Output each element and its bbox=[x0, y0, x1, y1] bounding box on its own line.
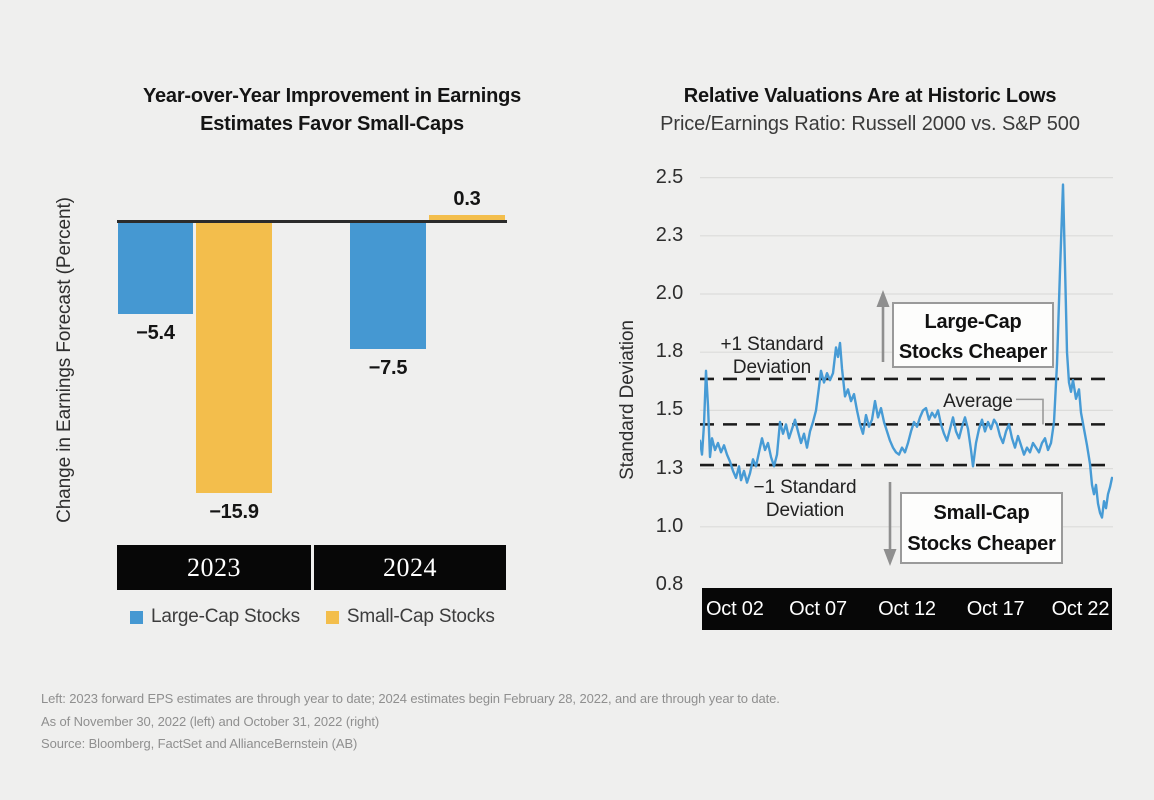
x-tick-oct-22: Oct 22 bbox=[1051, 598, 1110, 620]
y-tick-1.5: 1.5 bbox=[655, 398, 683, 421]
y-tick-2.5: 2.5 bbox=[655, 165, 683, 188]
y-tick-1.3: 1.3 bbox=[655, 456, 683, 479]
bar-value-label: −15.9 bbox=[209, 500, 259, 523]
bar-chart-title-line2: Estimates Favor Small-Caps bbox=[200, 113, 464, 135]
legend: Large-Cap Stocks Small-Cap Stocks bbox=[130, 606, 495, 628]
minus1-stddev-label: −1 Standard Deviation bbox=[725, 476, 885, 522]
x-tick-oct-12: Oct 12 bbox=[878, 598, 936, 620]
x-axis-label-box: Oct 02 Oct 07 Oct 12 Oct 17 Oct 22 bbox=[702, 588, 1112, 630]
legend-label-large-cap: Large-Cap Stocks bbox=[151, 606, 300, 627]
small-cap-callout-line2: Stocks Cheaper bbox=[907, 533, 1056, 555]
line-plot-area bbox=[700, 176, 1113, 566]
zero-baseline bbox=[117, 220, 507, 223]
y-tick-2.0: 2.0 bbox=[655, 282, 683, 304]
y-tick-2.3: 2.3 bbox=[655, 223, 683, 246]
large-cap-callout-line1: Large-Cap bbox=[924, 311, 1022, 333]
bar-value-label: −7.5 bbox=[368, 357, 408, 380]
footnote-source: Source: Bloomberg, FactSet and AllianceB… bbox=[41, 736, 358, 751]
plus1-stddev-line2: Deviation bbox=[732, 357, 812, 378]
down-arrow-head-icon bbox=[883, 549, 897, 566]
minus1-stddev-line2: Deviation bbox=[765, 500, 845, 521]
y-tick-1.8: 1.8 bbox=[655, 340, 683, 363]
legend-item-small-cap: Small-Cap Stocks bbox=[325, 606, 495, 628]
footnote-methodology: Left: 2023 forward EPS estimates are thr… bbox=[41, 691, 780, 706]
small-cap-callout-line1: Small-Cap bbox=[933, 502, 1030, 524]
legend-item-large-cap: Large-Cap Stocks bbox=[130, 606, 300, 628]
bar-value-label: −5.4 bbox=[136, 321, 175, 344]
legend-label-small-cap: Small-Cap Stocks bbox=[346, 606, 495, 627]
average-label: Average bbox=[943, 391, 1013, 412]
bar-chart-y-axis-label: Change in Earnings Forecast (Percent) bbox=[54, 197, 75, 523]
category-label-2023: 2023 bbox=[117, 545, 311, 590]
up-arrow-head-icon bbox=[876, 290, 890, 307]
plus1-stddev-line1: +1 Standard bbox=[720, 334, 824, 355]
y-tick-0.8: 0.8 bbox=[655, 573, 683, 595]
large-cap-cheaper-callout: Large-Cap Stocks Cheaper bbox=[892, 302, 1054, 368]
line-chart-title-text: Relative Valuations Are at Historic Lows bbox=[683, 85, 1057, 107]
minus1-stddev-line1: −1 Standard bbox=[753, 477, 857, 498]
x-tick-oct-17: Oct 17 bbox=[966, 598, 1025, 620]
bar-2023-large-cap-stocks bbox=[118, 221, 193, 314]
x-tick-oct-02: Oct 02 bbox=[705, 598, 764, 620]
footnote-as-of-date: As of November 30, 2022 (left) and Octob… bbox=[41, 714, 380, 729]
bar-2024-large-cap-stocks bbox=[350, 221, 426, 350]
large-cap-callout-line2: Stocks Cheaper bbox=[898, 341, 1048, 363]
bar-value-label: 0.3 bbox=[453, 188, 481, 210]
small-cap-cheaper-callout: Small-Cap Stocks Cheaper bbox=[900, 492, 1063, 564]
bar-chart-title-line1: Year-over-Year Improvement in Earnings bbox=[142, 85, 522, 107]
line-chart-title: Relative Valuations Are at Historic Lows… bbox=[650, 82, 1090, 138]
bar-2023-small-cap-stocks bbox=[196, 221, 272, 493]
legend-swatch-blue bbox=[130, 610, 143, 624]
plus1-stddev-label: +1 Standard Deviation bbox=[690, 333, 854, 379]
line-chart-subtitle: Price/Earnings Ratio: Russell 2000 vs. S… bbox=[660, 113, 1080, 135]
y-tick-1.0: 1.0 bbox=[655, 514, 683, 537]
bar-chart-title: Year-over-Year Improvement in Earnings E… bbox=[112, 82, 552, 138]
legend-swatch-yellow bbox=[325, 610, 339, 624]
average-connector-line bbox=[1016, 398, 1044, 425]
x-tick-oct-07: Oct 07 bbox=[789, 598, 847, 620]
pe-ratio-series-line bbox=[700, 183, 1113, 519]
category-label-2024: 2024 bbox=[314, 545, 506, 590]
bar-2024-small-cap-stocks bbox=[429, 215, 505, 222]
